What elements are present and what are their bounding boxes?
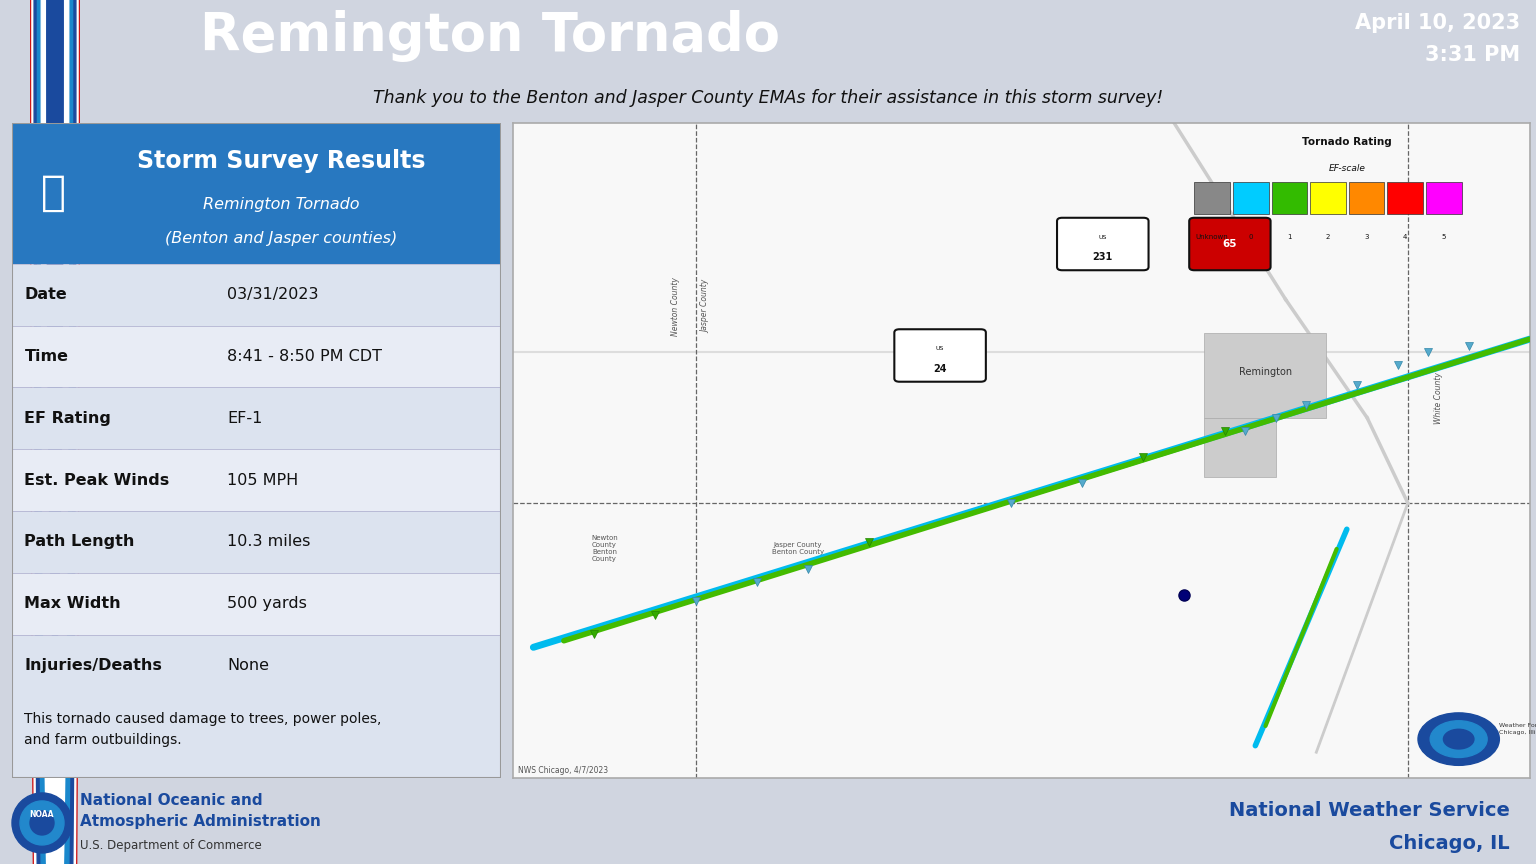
Text: US: US bbox=[1098, 235, 1107, 240]
Text: Max Width: Max Width bbox=[25, 596, 121, 611]
Text: Remington Tornado: Remington Tornado bbox=[203, 197, 359, 212]
Text: 1: 1 bbox=[1287, 234, 1292, 240]
Bar bbox=[1272, 181, 1307, 214]
Text: 65: 65 bbox=[1223, 239, 1236, 249]
FancyBboxPatch shape bbox=[894, 329, 986, 382]
Bar bbox=[1204, 333, 1327, 418]
Text: Path Length: Path Length bbox=[25, 535, 135, 550]
Text: Newton
County
Benton
County: Newton County Benton County bbox=[591, 536, 617, 562]
Text: This tornado caused damage to trees, power poles,
and farm outbuildings.: This tornado caused damage to trees, pow… bbox=[25, 712, 382, 746]
Text: U.S. Department of Commerce: U.S. Department of Commerce bbox=[80, 840, 261, 853]
Text: Newton County: Newton County bbox=[671, 276, 680, 336]
FancyBboxPatch shape bbox=[12, 123, 501, 264]
Text: US: US bbox=[935, 346, 945, 352]
Text: 3:31 PM: 3:31 PM bbox=[1425, 45, 1521, 65]
Bar bbox=[1349, 181, 1384, 214]
Circle shape bbox=[20, 801, 65, 845]
FancyBboxPatch shape bbox=[12, 387, 501, 449]
Circle shape bbox=[45, 0, 66, 864]
Circle shape bbox=[34, 0, 75, 864]
Text: Date: Date bbox=[25, 287, 68, 302]
Bar bbox=[1310, 181, 1346, 214]
Circle shape bbox=[41, 0, 69, 864]
Text: 105 MPH: 105 MPH bbox=[227, 473, 298, 487]
Circle shape bbox=[12, 793, 72, 853]
Text: National Weather Service: National Weather Service bbox=[1229, 801, 1510, 820]
FancyBboxPatch shape bbox=[12, 696, 501, 778]
Bar bbox=[1195, 181, 1230, 214]
Text: EF-scale: EF-scale bbox=[1329, 164, 1366, 173]
Text: Unknown: Unknown bbox=[1195, 234, 1229, 240]
Text: Est. Peak Winds: Est. Peak Winds bbox=[25, 473, 170, 487]
Text: Jasper County: Jasper County bbox=[702, 280, 711, 333]
FancyBboxPatch shape bbox=[12, 264, 501, 326]
Text: National Oceanic and
Atmospheric Administration: National Oceanic and Atmospheric Adminis… bbox=[80, 792, 321, 829]
FancyBboxPatch shape bbox=[1057, 218, 1149, 270]
Text: April 10, 2023: April 10, 2023 bbox=[1355, 13, 1521, 33]
Text: 24: 24 bbox=[934, 364, 946, 373]
Text: NWS Chicago, 4/7/2023: NWS Chicago, 4/7/2023 bbox=[518, 766, 608, 775]
Text: 231: 231 bbox=[1092, 252, 1114, 262]
FancyBboxPatch shape bbox=[12, 573, 501, 635]
Circle shape bbox=[46, 0, 63, 665]
FancyBboxPatch shape bbox=[12, 511, 501, 573]
Text: Time: Time bbox=[25, 349, 69, 364]
Bar bbox=[1204, 418, 1275, 477]
Circle shape bbox=[31, 0, 80, 864]
Circle shape bbox=[1430, 721, 1487, 758]
Text: Injuries/Deaths: Injuries/Deaths bbox=[25, 658, 163, 673]
Text: Tornado Rating: Tornado Rating bbox=[1303, 137, 1392, 148]
Text: 5: 5 bbox=[1442, 234, 1445, 240]
Text: 3: 3 bbox=[1364, 234, 1369, 240]
Text: 0: 0 bbox=[1249, 234, 1253, 240]
Text: (Benton and Jasper counties): (Benton and Jasper counties) bbox=[164, 231, 398, 245]
FancyBboxPatch shape bbox=[12, 326, 501, 387]
Circle shape bbox=[31, 811, 54, 835]
Circle shape bbox=[1444, 729, 1475, 749]
Bar bbox=[1233, 181, 1269, 214]
Circle shape bbox=[32, 0, 78, 864]
Circle shape bbox=[1418, 713, 1499, 766]
Text: EF Rating: EF Rating bbox=[25, 410, 112, 426]
Text: Jasper County
Benton County: Jasper County Benton County bbox=[771, 543, 823, 556]
Text: Weather Forecast Office
Chicago, Illinois: Weather Forecast Office Chicago, Illinoi… bbox=[1499, 723, 1536, 735]
Text: 10.3 miles: 10.3 miles bbox=[227, 535, 310, 550]
Text: Chicago, IL: Chicago, IL bbox=[1390, 834, 1510, 853]
Text: 4: 4 bbox=[1402, 234, 1407, 240]
Text: Remington Tornado: Remington Tornado bbox=[200, 10, 780, 62]
Text: Storm Survey Results: Storm Survey Results bbox=[137, 149, 425, 173]
Text: 03/31/2023: 03/31/2023 bbox=[227, 287, 318, 302]
FancyBboxPatch shape bbox=[12, 635, 501, 696]
FancyBboxPatch shape bbox=[1189, 218, 1270, 270]
Text: NOAA: NOAA bbox=[29, 810, 54, 819]
Bar bbox=[1387, 181, 1422, 214]
Text: 8:41 - 8:50 PM CDT: 8:41 - 8:50 PM CDT bbox=[227, 349, 382, 364]
Bar bbox=[1425, 181, 1462, 214]
Circle shape bbox=[37, 0, 72, 864]
FancyBboxPatch shape bbox=[12, 449, 501, 511]
Text: EF-1: EF-1 bbox=[227, 410, 263, 426]
Text: 2: 2 bbox=[1326, 234, 1330, 240]
Text: 🌪: 🌪 bbox=[41, 172, 66, 214]
Text: White County: White County bbox=[1433, 372, 1442, 424]
Text: 500 yards: 500 yards bbox=[227, 596, 307, 611]
Text: Remington: Remington bbox=[1240, 367, 1292, 377]
Text: None: None bbox=[227, 658, 269, 673]
Text: Thank you to the Benton and Jasper County EMAs for their assistance in this stor: Thank you to the Benton and Jasper Count… bbox=[373, 89, 1163, 106]
